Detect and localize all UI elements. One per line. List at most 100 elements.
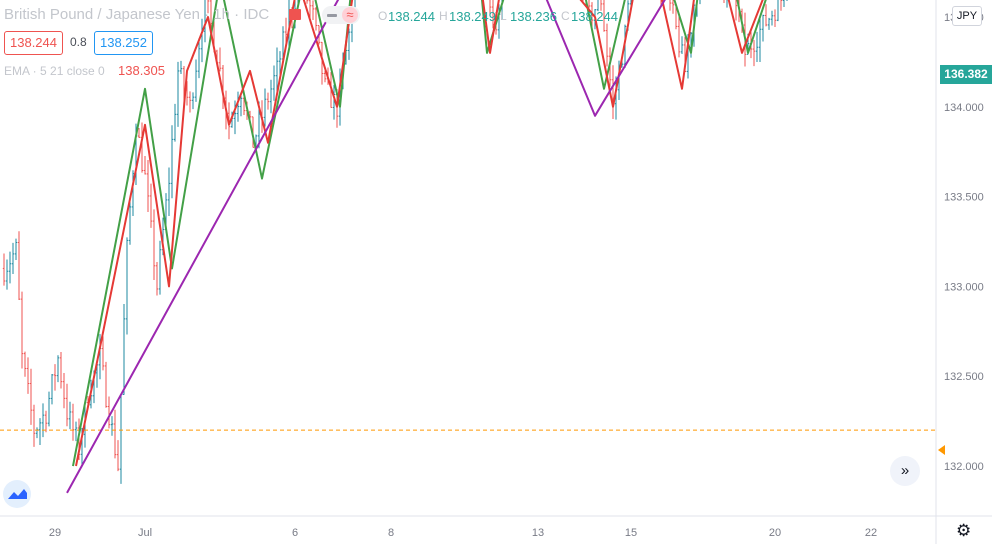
- ohlc-bar: [596, 0, 599, 12]
- ohlc-bar: [116, 440, 120, 472]
- x-tick-label: Jul: [138, 527, 152, 539]
- ohlc-key: L: [500, 9, 507, 23]
- ohlc-bar: [782, 0, 785, 8]
- ohlc-bar: [68, 401, 72, 430]
- ohlc-bar: [611, 65, 615, 119]
- ohlc-key: H: [439, 9, 448, 23]
- y-tick-label: 133.500: [944, 192, 984, 204]
- ohlc-bar: [71, 403, 75, 441]
- flag-icon[interactable]: [289, 9, 301, 20]
- ohlc-bar: [323, 70, 327, 83]
- ohlc-bar: [35, 427, 39, 439]
- ohlc-bar: [314, 7, 318, 31]
- ohlc-bar: [600, 0, 603, 11]
- ohlc-bar: [723, 0, 725, 3]
- ohlc-bar: [726, 0, 728, 8]
- ohlc-bar: [50, 374, 54, 405]
- x-tick-label: 15: [625, 527, 637, 539]
- indicator-legend[interactable]: EMA · 5 21 close 0: [4, 64, 105, 78]
- ohlc-bar: [218, 47, 222, 72]
- ohlc-bar: [773, 9, 777, 28]
- zigzag-major-series: [66, 0, 666, 494]
- ohlc-bar: [176, 61, 180, 127]
- ohlc-bar: [263, 88, 267, 127]
- ohlc-bar: [780, 0, 783, 11]
- ohlc-bar: [200, 18, 204, 63]
- ohlc-bar: [65, 383, 69, 427]
- ohlc-bar: [752, 40, 756, 67]
- chart-type-pill[interactable]: ≈: [322, 6, 360, 24]
- ohlc-bar: [119, 393, 123, 484]
- ohlc-bar: [669, 0, 672, 11]
- ohlc-bar: [236, 91, 240, 122]
- ohlc-bar: [605, 23, 609, 67]
- buy-button[interactable]: 138.252: [94, 31, 153, 55]
- ohlc-bar: [755, 31, 759, 62]
- ohlc-bar: [770, 10, 774, 26]
- symbol-title[interactable]: British Pound / Japanese Yen · 1h · IDC: [4, 6, 270, 23]
- ohlc-bar: [11, 242, 15, 275]
- ohlc-bar: [107, 396, 111, 429]
- ohlc-bar: [101, 336, 105, 371]
- zigzag-fast-series: [75, 0, 764, 467]
- ohlc-bar: [173, 103, 177, 142]
- ohlc-bar: [699, 0, 701, 5]
- ohlc-bar: [104, 361, 108, 408]
- ohlc-bar: [242, 97, 246, 116]
- ohlc-bar: [197, 38, 201, 79]
- dash-icon: [327, 14, 337, 17]
- ohlc-bar: [194, 59, 198, 102]
- ohlc-bar: [23, 351, 27, 377]
- x-tick-label: 29: [49, 527, 61, 539]
- ohlc-bar: [2, 253, 6, 286]
- ohlc-bar: [306, 0, 309, 4]
- ohlc-bar: [74, 421, 78, 442]
- ohlc-bar: [275, 47, 279, 92]
- ohlc-bar: [56, 355, 60, 383]
- ohlc-bar: [128, 195, 132, 245]
- ohlc-bar: [671, 0, 675, 14]
- y-tick-label: 132.000: [944, 461, 984, 473]
- ohlc-bar: [26, 357, 30, 394]
- ohlc-bar: [602, 0, 606, 32]
- ohlc-bar: [59, 351, 63, 389]
- ohlc-bar: [5, 259, 9, 290]
- x-tick-label: 22: [865, 527, 877, 539]
- currency-badge[interactable]: JPY: [952, 6, 982, 26]
- ohlc-bar: [113, 409, 117, 459]
- ohlc-bar: [47, 391, 51, 427]
- ohlc-bar: [239, 94, 243, 117]
- ohlc-bar: [122, 303, 126, 395]
- y-tick-label: 132.500: [944, 371, 984, 383]
- ohlc-bar: [266, 92, 270, 110]
- ohlc-bar: [680, 36, 684, 54]
- ohlc-bar: [146, 159, 150, 212]
- ohlc-key: C: [561, 9, 570, 23]
- ohlc-bar: [758, 15, 762, 63]
- alert-marker[interactable]: [938, 445, 945, 455]
- zigzag-slow-series: [72, 0, 767, 467]
- ohlc-bar: [489, 0, 492, 16]
- ohlc-bar: [207, 0, 210, 14]
- ohlc-bar: [761, 14, 765, 42]
- ohlc-bar: [188, 91, 192, 113]
- sell-button[interactable]: 138.244: [4, 31, 63, 55]
- ohlc-value: 138.244: [388, 9, 435, 24]
- x-tick-label: 6: [292, 527, 298, 539]
- ohlc-bar: [500, 0, 503, 20]
- tradingview-logo-icon[interactable]: [3, 480, 31, 508]
- ohlc-bar: [38, 418, 42, 445]
- ohlc-bar: [155, 261, 159, 296]
- ohlc-bar: [44, 410, 48, 433]
- ohlc-bar: [347, 28, 351, 60]
- ohlc-bar: [110, 416, 114, 436]
- ohlc-bar: [20, 291, 24, 369]
- double-chevron-right-icon[interactable]: »: [890, 456, 920, 486]
- x-tick-label: 20: [769, 527, 781, 539]
- ohlc-bar: [272, 65, 276, 101]
- ohlc-bar: [17, 231, 21, 301]
- gear-icon[interactable]: ⚙: [956, 521, 972, 540]
- ohlc-bar: [8, 251, 12, 284]
- ohlc-bar: [776, 0, 779, 22]
